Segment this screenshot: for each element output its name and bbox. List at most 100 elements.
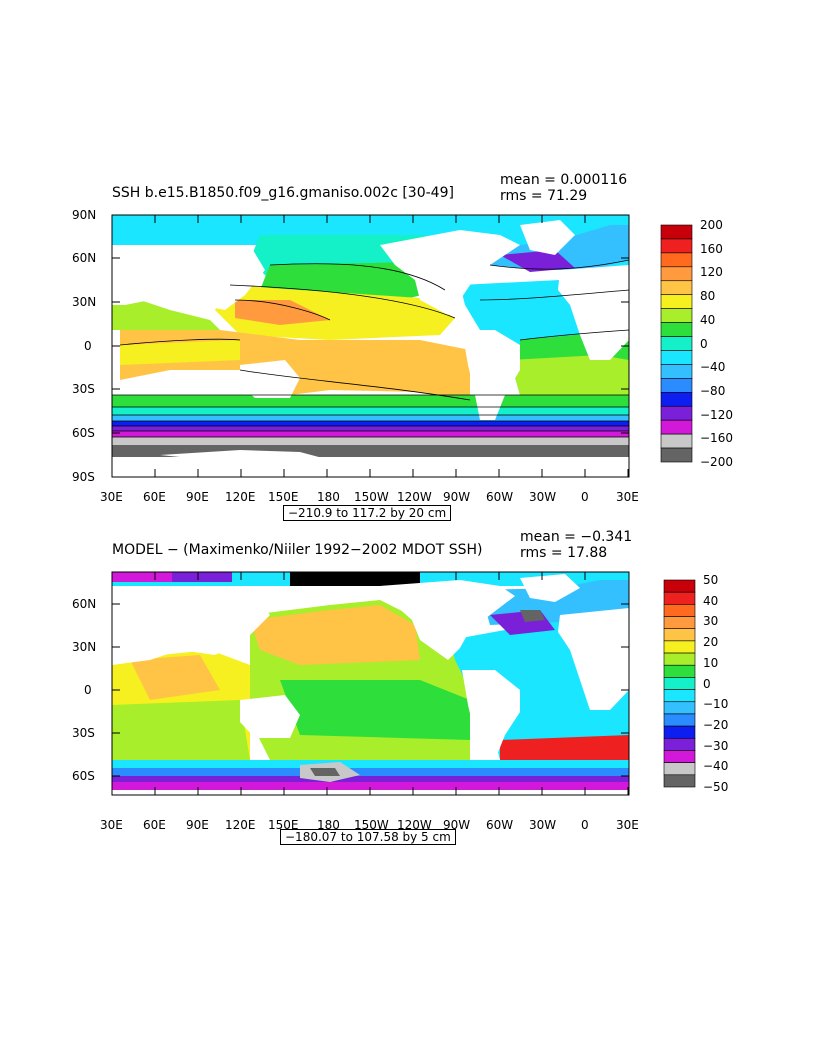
colorbar-swatch [663,616,696,630]
colorbar-label: −40 [703,759,729,774]
colorbar-label: 0 [703,676,711,691]
colorbar-swatch [663,725,696,739]
colorbar-swatch [660,447,693,463]
panel-2-lat-label: 60N [72,597,97,611]
colorbar-label: 160 [700,241,723,256]
panel-2-lon-label: 30W [529,818,557,832]
colorbar-label: 20 [703,635,719,650]
panel-1-lon-label: 30E [100,490,123,504]
panel-1-lon-label: 0 [581,490,589,504]
colorbar-swatch [663,750,696,763]
panel-1-lon-label: 120W [397,490,432,504]
panel-2-lon-label: 60W [486,818,514,832]
colorbar-swatch [660,238,693,254]
colorbar-swatch [663,591,696,605]
panel-1-lon-label: 30E [616,490,639,504]
panel-2-lat-label: 60S [72,769,95,783]
colorbar-label: −200 [700,455,733,469]
colorbar-label: −80 [700,383,726,398]
panel-1-lat-label: 0 [84,339,92,353]
colorbar-label: 10 [703,655,719,670]
panel-2-lon-label: 90W [443,818,471,832]
colorbar-label: −50 [703,780,729,794]
colorbar-swatch [660,266,693,282]
panel-2-lon-label: 150E [268,818,299,832]
panel-1-lat-label: 30N [72,295,97,309]
panel-2-lon-label: 120W [397,818,432,832]
colorbar-swatch [663,604,696,617]
colorbar-swatch [660,378,693,393]
colorbar-swatch [660,280,693,296]
panel-1-lon-label: 90W [443,490,471,504]
colorbar-label: −40 [700,360,726,375]
colorbar-swatch [660,294,693,309]
colorbar-swatch [663,762,696,776]
colorbar-swatch [663,640,696,654]
panel-1-range-box: −210.9 to 117.2 by 20 cm [283,505,452,521]
panel-1-lon-label: 180 [317,490,340,504]
colorbar-swatch [660,336,693,351]
panel-1-lon-label: 30W [529,490,557,504]
colorbar-swatch [663,677,696,690]
panel-2-lon-label: 60E [143,818,166,832]
colorbar-label: 0 [700,336,708,351]
panel-2-lat-label: 30N [72,640,97,654]
panel-2-lon-label: 30E [616,818,639,832]
colorbar-label: −160 [700,431,733,446]
panel-1-lon-label: 60E [143,490,166,504]
colorbar-label: 40 [703,593,719,608]
colorbar-swatch [660,391,693,407]
panel-2-lat-label: 30S [72,726,95,740]
colorbar-swatch [663,701,696,715]
colorbar-swatch [660,350,693,365]
colorbar-label: 30 [703,614,719,629]
colorbar-swatch [663,579,696,593]
colorbar-swatch [663,737,696,751]
panel-1-lon-label: 150E [268,490,299,504]
panel-2-lon-label: 90E [186,818,209,832]
colorbar-swatch [660,419,693,435]
colorbar-label: 80 [700,289,716,304]
colorbar-label: −10 [703,697,729,712]
colorbar-swatch [663,689,696,703]
panel-2-difference-field [112,572,629,795]
panel-2-colorbar [663,579,696,788]
panel-1-lat-label: 90N [72,208,97,222]
colorbar-swatch [663,628,696,642]
colorbar-label: 200 [700,218,723,232]
colorbar-label: −120 [700,407,733,422]
panel-1-lon-label: 120E [225,490,256,504]
panel-1-lat-label: 60N [72,251,97,265]
colorbar-swatch [660,364,693,379]
panel-2-lon-label: 180 [317,818,340,832]
panel-1-lon-label: 150W [354,490,389,504]
colorbar-label: 50 [703,573,719,587]
colorbar-swatch [660,252,693,268]
panel-1-mean: mean = 0.000116 [500,172,628,188]
panel-1-lon-label: 90E [186,490,209,504]
panel-1-lon-label: 60W [486,490,514,504]
panel-1-title: SSH b.e15.B1850.f09_g16.gmaniso.002c [30… [112,185,454,201]
panel-1-rms: rms = 71.29 [500,188,588,204]
panel-1-ssh-field [112,215,629,477]
colorbar-label: −20 [703,717,729,732]
colorbar-swatch [663,664,696,678]
colorbar-label: 40 [700,312,716,327]
panel-1-lat-label: 60S [72,426,95,440]
colorbar-swatch [660,224,693,240]
colorbar-label: 120 [700,265,723,280]
panel-2-mean: mean = −0.341 [520,529,633,545]
panel-1-colorbar [660,224,693,463]
panel-2-lon-label: 150W [354,818,389,832]
panel-2-rms: rms = 17.88 [520,545,608,561]
panel-2-lon-label: 0 [581,818,589,832]
colorbar-label: −30 [703,738,729,753]
colorbar-swatch [660,405,693,421]
panel-1-lat-label: 30S [72,382,95,396]
colorbar-swatch [660,322,693,337]
colorbar-swatch [663,713,696,727]
panel-2-lon-label: 120E [225,818,256,832]
colorbar-swatch [663,774,696,788]
panel-2-lat-label: 0 [84,683,92,697]
